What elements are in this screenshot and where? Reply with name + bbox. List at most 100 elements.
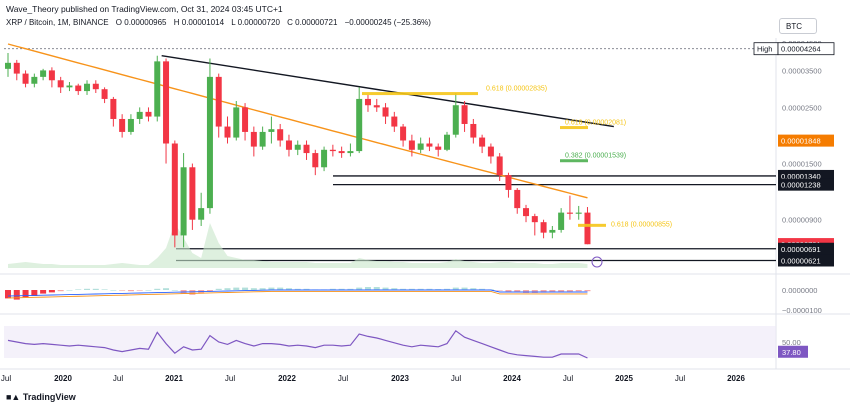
y-tick-label: 0.00000900 bbox=[782, 216, 822, 225]
x-tick-label: 2020 bbox=[54, 374, 72, 383]
macd-histogram-bar bbox=[523, 290, 530, 293]
rsi-line bbox=[7, 329, 588, 359]
candle-body bbox=[356, 98, 363, 152]
macd-histogram-bar bbox=[127, 290, 134, 292]
rsi-value-label: 37.80 bbox=[782, 348, 801, 357]
main-pane bbox=[4, 38, 776, 268]
x-tick-label: 2025 bbox=[615, 374, 633, 383]
macd-histogram-bar bbox=[101, 289, 108, 290]
macd-histogram-bar bbox=[417, 288, 424, 290]
macd-histogram-bar bbox=[566, 290, 573, 292]
candle-body bbox=[364, 98, 371, 106]
macd-histogram-bar bbox=[31, 290, 38, 296]
symbol-name[interactable]: XRP / Bitcoin, 1M, BINANCE bbox=[6, 18, 109, 27]
fib-level-bar bbox=[578, 223, 606, 227]
macd-histogram-bar bbox=[136, 290, 143, 291]
macd-histogram-bar bbox=[259, 288, 266, 290]
resistance-line bbox=[161, 55, 614, 128]
y-tick-label: 0.00003500 bbox=[782, 66, 822, 75]
macd-histogram-bar bbox=[66, 290, 73, 291]
tradingview-logo[interactable]: ■▲ TradingView bbox=[6, 392, 76, 402]
candle-body bbox=[259, 131, 266, 147]
candle-body bbox=[5, 62, 11, 69]
macd-histogram-bar bbox=[373, 287, 380, 290]
candle-body bbox=[400, 126, 407, 141]
candle-body bbox=[250, 131, 257, 147]
currency-button[interactable]: BTC bbox=[779, 18, 817, 34]
macd-histogram-bar bbox=[154, 288, 161, 290]
candle-body bbox=[75, 85, 82, 92]
macd-histogram-bar bbox=[84, 288, 91, 290]
macd-histogram-bar bbox=[496, 290, 503, 291]
macd-tick-label: 0.0000000 bbox=[782, 286, 817, 295]
macd-histogram-bar bbox=[40, 290, 47, 294]
low-value: L 0.00000720 bbox=[231, 18, 280, 27]
macd-tick-label: −0.0000100 bbox=[782, 306, 822, 315]
macd-histogram-bar bbox=[285, 288, 292, 290]
macd-histogram-bar bbox=[110, 290, 117, 291]
candle-body bbox=[110, 98, 117, 119]
candle-body bbox=[461, 105, 468, 124]
macd-histogram-bar bbox=[461, 287, 468, 290]
candle-body bbox=[285, 140, 292, 150]
candle-body bbox=[119, 118, 126, 132]
x-tick-label: Jul bbox=[451, 374, 461, 383]
macd-histogram-bar bbox=[470, 288, 477, 290]
macd-histogram-bar bbox=[356, 287, 363, 290]
candle-body bbox=[13, 62, 20, 74]
candle-body bbox=[268, 129, 275, 132]
candle-body bbox=[426, 143, 433, 147]
x-tick-label: Jul bbox=[113, 374, 123, 383]
macd-histogram-bar bbox=[171, 290, 178, 291]
fib-level-bar bbox=[560, 159, 588, 163]
price-tag-value: 0.00000691 bbox=[781, 245, 821, 254]
candle-body bbox=[444, 134, 450, 150]
macd-histogram-bar bbox=[224, 288, 231, 290]
price-tag-value: 0.00001238 bbox=[781, 181, 821, 190]
candle-body bbox=[373, 105, 380, 108]
macd-histogram-bar bbox=[189, 290, 196, 295]
price-tag-value: 0.00001848 bbox=[781, 137, 821, 146]
price-tag-box bbox=[778, 254, 834, 267]
candle-body bbox=[408, 140, 415, 150]
x-tick-label: 2024 bbox=[503, 374, 521, 383]
candle-body bbox=[479, 137, 486, 147]
candle-body bbox=[303, 144, 310, 154]
macd-histogram-bar bbox=[163, 288, 170, 290]
macd-histogram-bar bbox=[206, 290, 213, 292]
fib-label: 0.618 (0.00002835) bbox=[486, 86, 547, 93]
tv-logo-icon: ■▲ bbox=[6, 392, 21, 402]
macd-histogram-bar bbox=[382, 287, 389, 290]
macd-histogram-bar bbox=[294, 288, 301, 290]
macd-histogram-bar bbox=[531, 290, 538, 293]
open-value: O 0.00000965 bbox=[115, 18, 167, 27]
x-tick-label: Jul bbox=[675, 374, 685, 383]
macd-signal-line bbox=[7, 290, 588, 299]
candle-body bbox=[391, 116, 398, 127]
x-tick-label: 2026 bbox=[727, 374, 745, 383]
candle-body bbox=[382, 107, 389, 117]
candle-body bbox=[215, 76, 222, 127]
candle-body bbox=[233, 107, 240, 138]
candle-body bbox=[66, 85, 73, 88]
y-tick-label: 0.00002500 bbox=[782, 103, 822, 112]
macd-histogram-bar bbox=[584, 290, 591, 292]
macd-histogram-bar bbox=[514, 290, 521, 293]
macd-histogram-bar bbox=[408, 288, 415, 290]
macd-histogram-bar bbox=[435, 289, 442, 290]
symbol-ohlc-line: XRP / Bitcoin, 1M, BINANCE O 0.00000965 … bbox=[6, 18, 436, 27]
macd-histogram-bar bbox=[48, 290, 55, 293]
macd-histogram-bar bbox=[338, 288, 345, 290]
candle-body bbox=[523, 208, 530, 217]
candle-body bbox=[487, 146, 494, 157]
candle-body bbox=[40, 70, 47, 77]
candle-body bbox=[198, 208, 205, 220]
candle-body bbox=[145, 111, 152, 117]
macd-line bbox=[7, 289, 588, 297]
fib-level-bar bbox=[362, 92, 478, 96]
macd-histogram-bar bbox=[57, 290, 64, 292]
fib-label: 0.618 (0.00002081) bbox=[565, 120, 626, 127]
macd-histogram-bar bbox=[5, 290, 11, 299]
high-value: H 0.00001014 bbox=[173, 18, 225, 27]
